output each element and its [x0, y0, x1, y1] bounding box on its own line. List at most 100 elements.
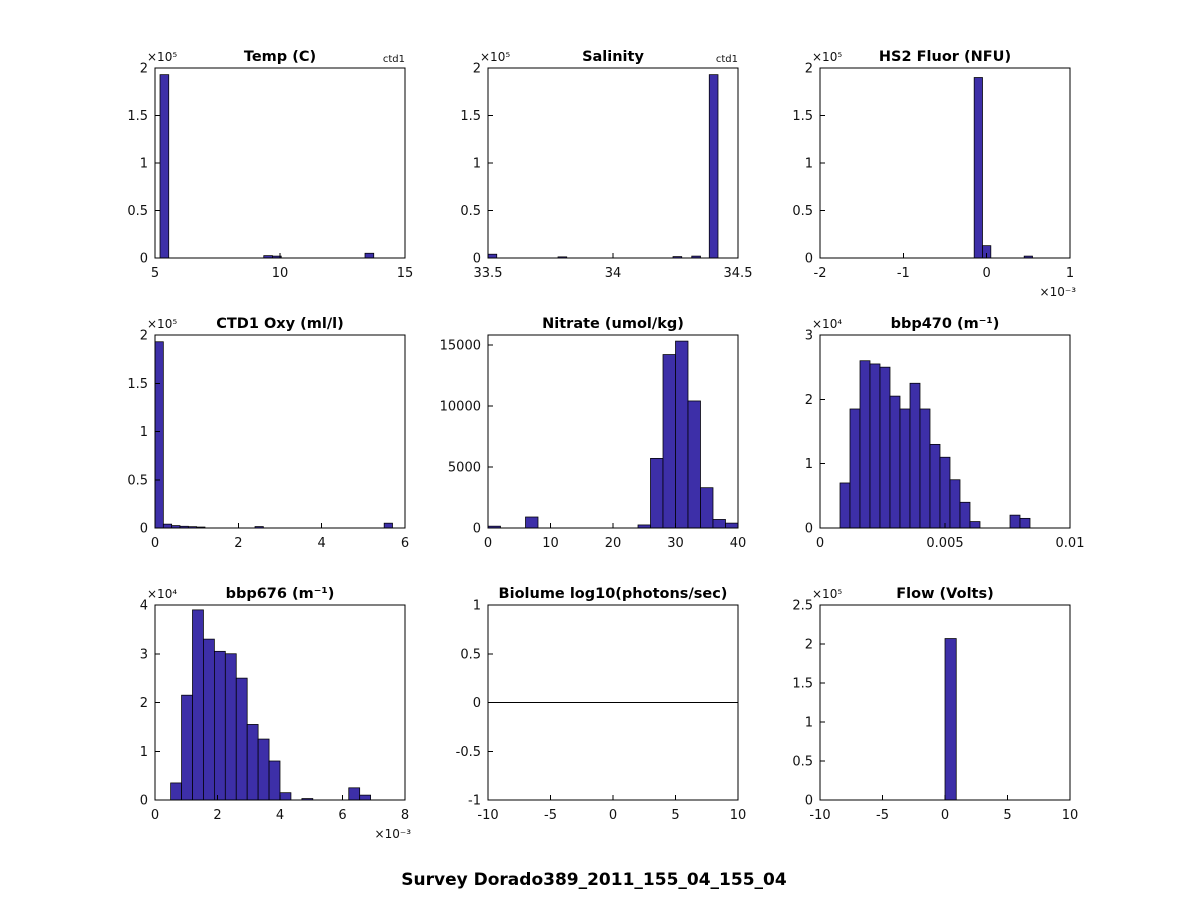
svg-text:20: 20 — [605, 536, 622, 551]
svg-text:10: 10 — [730, 808, 747, 823]
svg-text:0: 0 — [151, 536, 159, 551]
svg-text:5: 5 — [151, 266, 159, 281]
svg-text:HS2 Fluor (NFU): HS2 Fluor (NFU) — [879, 49, 1011, 65]
figure-title: Survey Dorado389_2011_155_04_155_04 — [401, 870, 787, 890]
svg-text:×10⁻³: ×10⁻³ — [375, 827, 412, 841]
svg-text:×10⁵: ×10⁵ — [812, 587, 842, 601]
svg-text:1: 1 — [805, 457, 813, 472]
svg-text:2: 2 — [140, 329, 148, 344]
svg-text:1: 1 — [1066, 266, 1074, 281]
svg-text:1: 1 — [140, 425, 148, 440]
svg-text:ctd1: ctd1 — [383, 54, 405, 65]
chart-biolume: -10 -5 0 5 10 -1 -0.5 0 0.5 1 Biolume log10(photon… — [408, 560, 773, 855]
svg-text:ctd1: ctd1 — [716, 54, 738, 65]
chart-hs2-fluor: -2 -1 0 1 0 0.5 1 1.5 2 ×10⁵ ×10⁻³ HS2 Fluor (NFU) — [740, 23, 1105, 313]
svg-text:-2: -2 — [814, 266, 827, 281]
svg-text:0: 0 — [805, 252, 813, 267]
svg-text:Salinity: Salinity — [582, 49, 644, 65]
svg-text:0.5: 0.5 — [792, 204, 813, 219]
svg-text:0: 0 — [151, 808, 159, 823]
svg-text:10: 10 — [542, 536, 559, 551]
svg-text:×10⁵: ×10⁵ — [147, 50, 177, 64]
svg-text:2.5: 2.5 — [792, 599, 813, 614]
svg-text:-1: -1 — [468, 794, 481, 809]
svg-text:2: 2 — [805, 62, 813, 77]
svg-text:×10⁵: ×10⁵ — [480, 50, 510, 64]
svg-text:2: 2 — [234, 536, 242, 551]
svg-text:1: 1 — [140, 745, 148, 760]
svg-text:0: 0 — [473, 522, 481, 537]
chart-ctd1-oxy-canvas: 0 2 4 600.511.52×10⁵ CTD1 Oxy (ml/l) — [127, 316, 409, 551]
svg-text:Biolume log10(photons/sec): Biolume log10(photons/sec) — [499, 586, 728, 602]
svg-text:bbp676 (m⁻¹): bbp676 (m⁻¹) — [226, 586, 335, 602]
svg-text:CTD1 Oxy (ml/l): CTD1 Oxy (ml/l) — [216, 316, 343, 332]
svg-text:2: 2 — [140, 696, 148, 711]
svg-text:6: 6 — [338, 808, 346, 823]
svg-text:0: 0 — [484, 536, 492, 551]
svg-text:5000: 5000 — [448, 460, 481, 475]
svg-text:10: 10 — [1062, 808, 1079, 823]
svg-text:-0.5: -0.5 — [456, 745, 481, 760]
chart-flow-canvas: -10 -5 0 5 10 0 0.5 1 1.5 2 2.5×10⁵ Flow (Volts) — [792, 586, 1079, 823]
svg-text:0: 0 — [473, 696, 481, 711]
svg-text:0: 0 — [816, 536, 824, 551]
svg-text:bbp470 (m⁻¹): bbp470 (m⁻¹) — [891, 316, 1000, 332]
svg-text:0: 0 — [140, 252, 148, 267]
chart-salinity: 33.5 34 34.5 0 0.5 1 1.5 2 ×10⁵ Salinity ctd1 — [408, 23, 773, 313]
svg-text:0.01: 0.01 — [1056, 536, 1085, 551]
svg-text:-10: -10 — [477, 808, 498, 823]
svg-text:1: 1 — [805, 716, 813, 731]
svg-text:1: 1 — [473, 599, 481, 614]
svg-text:4: 4 — [276, 808, 284, 823]
svg-text:2: 2 — [805, 393, 813, 408]
svg-text:1: 1 — [805, 157, 813, 172]
svg-text:0.5: 0.5 — [127, 204, 148, 219]
svg-text:0: 0 — [473, 252, 481, 267]
svg-text:34: 34 — [605, 266, 622, 281]
svg-text:33.5: 33.5 — [474, 266, 503, 281]
svg-text:-1: -1 — [897, 266, 910, 281]
chart-flow: -10 -5 0 5 10 0 0.5 1 1.5 2 2.5 ×10⁵ Flow (Volts) — [740, 560, 1105, 855]
svg-text:8: 8 — [401, 808, 409, 823]
svg-text:2: 2 — [805, 638, 813, 653]
svg-text:2: 2 — [213, 808, 221, 823]
chart-hs2-fluor-canvas: -2 -1 0 1 0 0.5 1 1.5 2×10⁵ ×10⁻³ HS2 Fluor (NFU) — [792, 49, 1076, 299]
svg-text:3: 3 — [140, 647, 148, 662]
svg-text:×10⁴: ×10⁴ — [812, 317, 842, 331]
svg-text:0: 0 — [140, 522, 148, 537]
chart-salinity-canvas: 33.5 34 34.5 0 0.5 1 1.5 2×10⁵ Salinity ctd1 — [460, 49, 753, 281]
svg-text:5: 5 — [671, 808, 679, 823]
svg-text:×10⁵: ×10⁵ — [812, 50, 842, 64]
svg-text:0: 0 — [805, 522, 813, 537]
svg-text:15: 15 — [397, 266, 414, 281]
svg-text:0: 0 — [609, 808, 617, 823]
chart-nitrate-canvas: 0 10 20 30 40 0 5000 10000 15000 Nitrate (umol/kg… — [440, 316, 747, 551]
svg-text:0: 0 — [983, 266, 991, 281]
svg-text:×10⁵: ×10⁵ — [147, 317, 177, 331]
svg-text:Temp (C): Temp (C) — [244, 49, 316, 65]
svg-text:6: 6 — [401, 536, 409, 551]
svg-text:-5: -5 — [544, 808, 557, 823]
svg-text:2: 2 — [473, 62, 481, 77]
svg-text:1.5: 1.5 — [792, 677, 813, 692]
svg-text:0.5: 0.5 — [127, 473, 148, 488]
svg-text:5: 5 — [1003, 808, 1011, 823]
chart-biolume-canvas: -10 -5 0 5 10 -1 -0.5 0 0.5 1 Biolume log10(photon… — [456, 586, 747, 823]
svg-text:34.5: 34.5 — [724, 266, 753, 281]
chart-bbp676: 0 2 4 6 8 0 1 2 3 4 ×10⁴ ×10⁻³ bbp676 (m⁻¹) — [75, 560, 440, 855]
svg-text:0.5: 0.5 — [460, 647, 481, 662]
svg-text:1.5: 1.5 — [792, 109, 813, 124]
chart-temp: 5 10 15 0 0.5 1 1.5 2 ×10⁵ Temp (C) ctd1 — [75, 23, 440, 313]
chart-bbp470-canvas: 0 0.005 0.01 0 1 2 3×10⁴ bbp470 (m⁻¹) — [805, 316, 1085, 551]
chart-nitrate: 0 10 20 30 40 0 5000 10000 15000 Nitrate (umol/kg… — [408, 290, 773, 583]
svg-text:0: 0 — [805, 794, 813, 809]
chart-temp-canvas: 5 10 15 0 0.5 1 1.5 2×10⁵ Temp (C) ctd1 — [127, 49, 414, 281]
svg-text:4: 4 — [140, 599, 148, 614]
chart-bbp470: 0 0.005 0.01 0 1 2 3 ×10⁴ bbp470 (m⁻¹) — [740, 290, 1105, 583]
svg-text:1: 1 — [473, 157, 481, 172]
svg-text:3: 3 — [805, 329, 813, 344]
svg-text:10000: 10000 — [440, 399, 481, 414]
svg-text:×10⁴: ×10⁴ — [147, 587, 177, 601]
